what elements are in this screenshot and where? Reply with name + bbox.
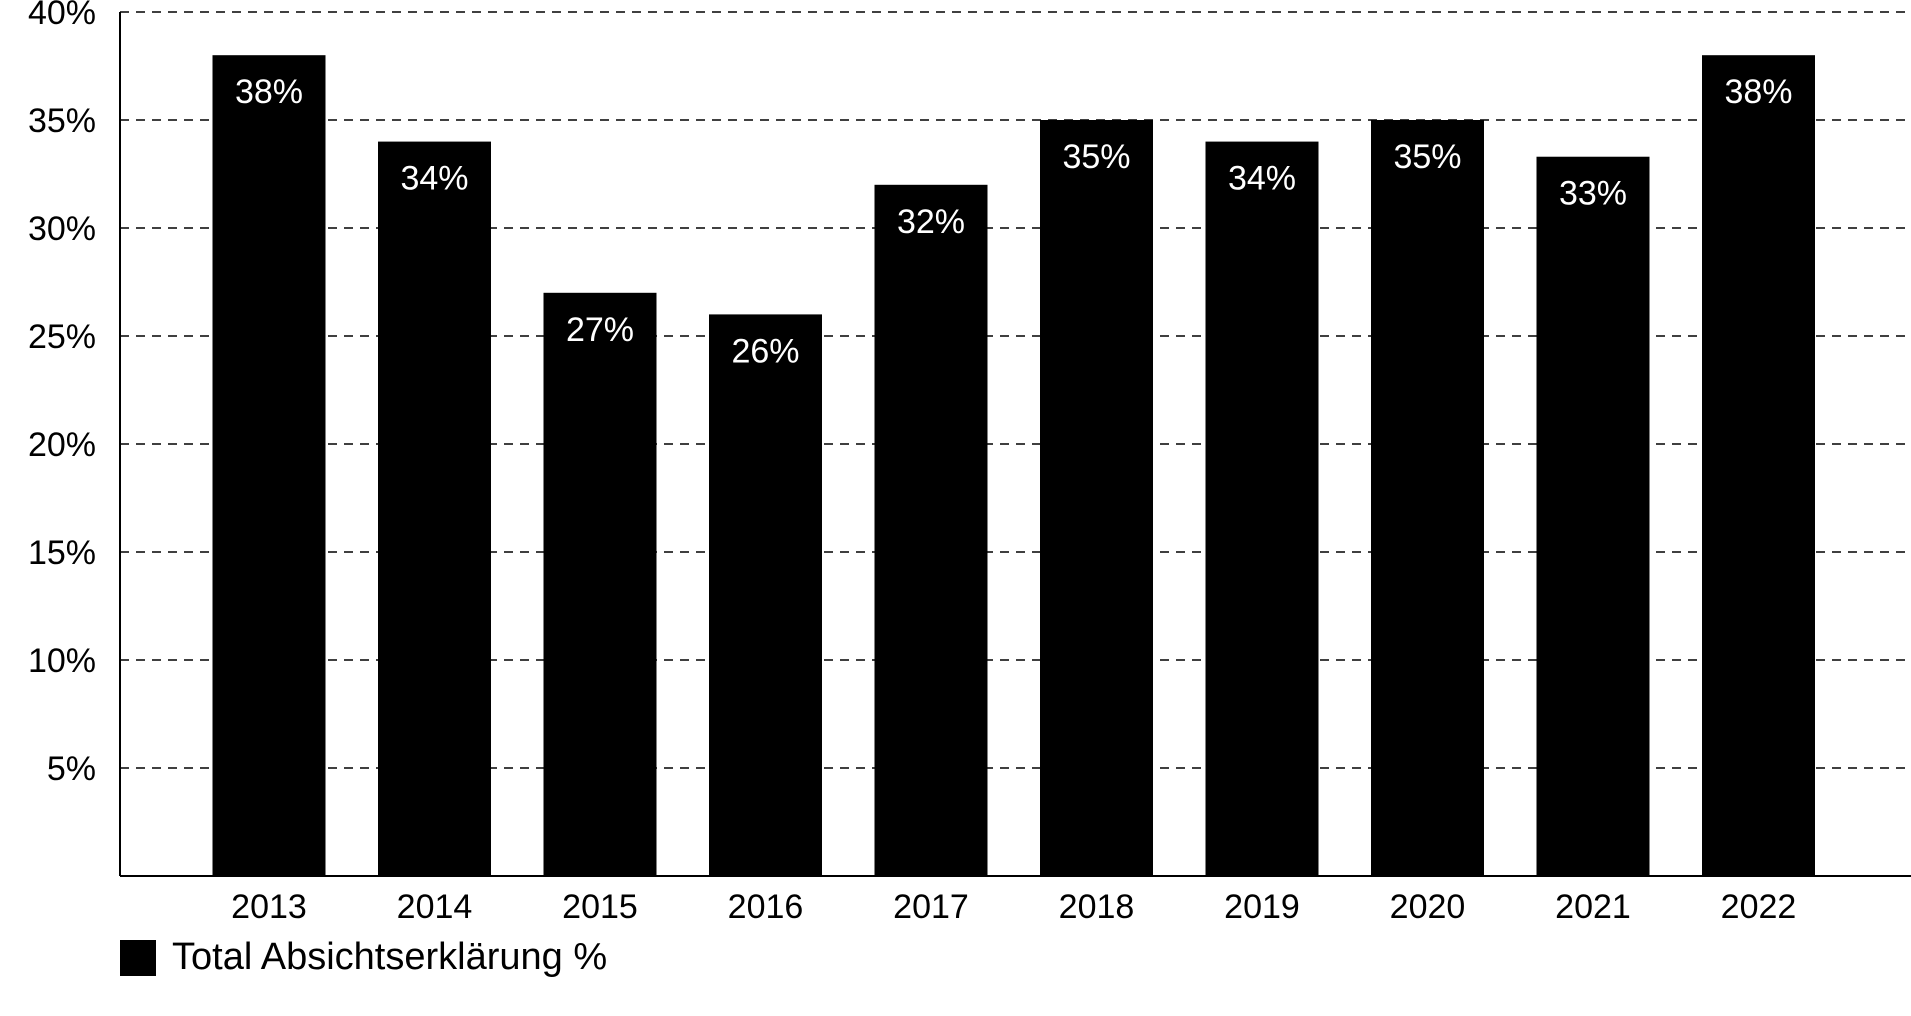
bar (1371, 120, 1484, 876)
y-tick-label: 20% (28, 426, 96, 464)
data-label: 32% (897, 203, 965, 241)
bar (1702, 55, 1815, 876)
data-label: 34% (1228, 160, 1296, 198)
legend: Total Absichtserklärung % (120, 936, 607, 979)
data-label: 27% (566, 311, 634, 349)
data-label: 38% (235, 73, 303, 111)
axes (119, 12, 1911, 877)
x-tick-label: 2022 (1721, 888, 1797, 926)
bar (378, 141, 491, 877)
y-tick-label: 5% (47, 750, 96, 788)
x-tick-label: 2015 (562, 888, 638, 926)
data-label: 33% (1559, 175, 1627, 213)
legend-label: Total Absichtserklärung % (172, 936, 608, 978)
bar (1205, 141, 1319, 877)
x-tick-label: 2019 (1224, 888, 1300, 926)
x-tick-label: 2021 (1555, 888, 1631, 926)
x-tick-labels: 2013 2014 2015 2016 2017 2018 2019 2020 2021 2022 (231, 888, 1796, 926)
y-tick-label: 35% (28, 102, 96, 140)
y-tick-labels: 5% 10% 15% 20% 25% 30% 35% 40% (28, 0, 96, 788)
bars (212, 55, 1815, 877)
data-label: 38% (1724, 73, 1792, 111)
bar (212, 55, 326, 876)
data-label: 35% (1062, 138, 1130, 176)
x-tick-label: 2018 (1059, 888, 1135, 926)
bar (709, 314, 822, 876)
bar (543, 292, 657, 876)
y-tick-label: 15% (28, 534, 96, 572)
x-tick-label: 2013 (231, 888, 307, 926)
legend-swatch (120, 939, 156, 976)
y-tick-label: 25% (28, 318, 96, 356)
bar (874, 184, 988, 877)
y-tick-label: 10% (28, 642, 96, 680)
x-tick-label: 2020 (1390, 888, 1466, 926)
y-tick-label: 40% (28, 0, 96, 32)
x-tick-label: 2014 (397, 888, 473, 926)
data-label: 26% (731, 332, 799, 370)
x-tick-label: 2017 (893, 888, 969, 926)
x-tick-label: 2016 (728, 888, 804, 926)
data-label: 34% (400, 160, 468, 198)
y-tick-label: 30% (28, 210, 96, 248)
bar (1040, 120, 1153, 876)
data-label: 35% (1393, 138, 1461, 176)
bar (1536, 156, 1650, 877)
data-labels: 38% 34% 27% 26% 32% 35% 34% 35% 33% 38% (235, 73, 1793, 370)
